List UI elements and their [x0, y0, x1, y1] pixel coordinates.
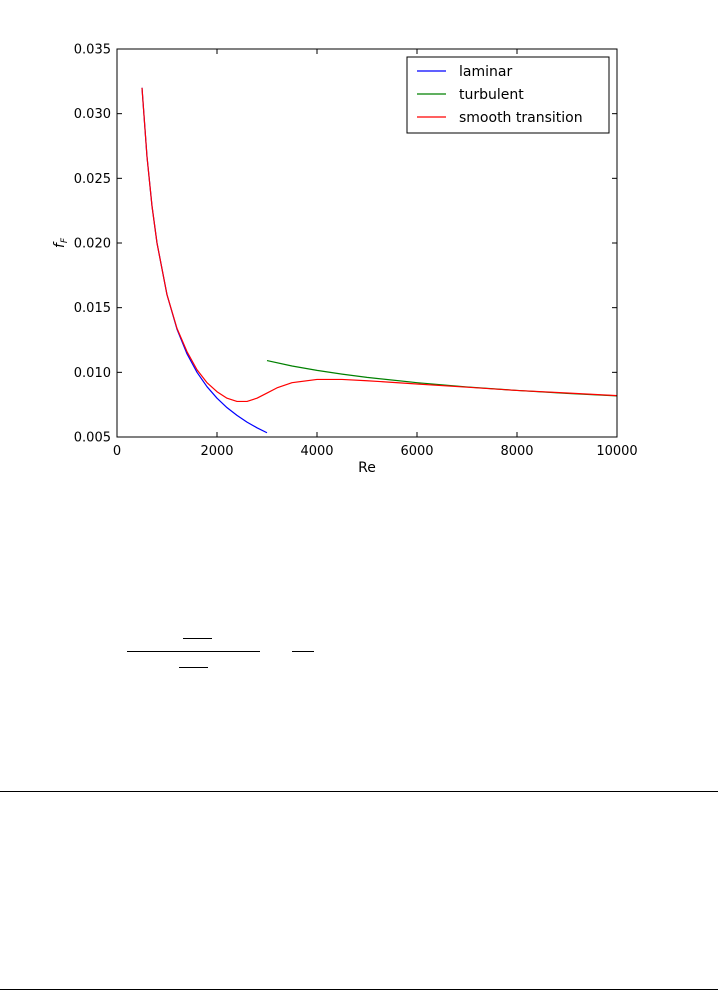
x-tick-label: 2000: [200, 444, 233, 459]
x-tick-label: 6000: [400, 444, 433, 459]
axes-layer: 0 2000 4000 6000 8000 10000 0.005 0.010 0.015 0.0…: [74, 43, 638, 460]
y-tick-label: 0.025: [74, 172, 111, 187]
legend-label: turbulent: [459, 87, 524, 103]
y-axis-label: fF: [52, 237, 70, 248]
series-line-smooth-transition: [141, 87, 618, 403]
x-tick-label: 10000: [596, 444, 637, 459]
friction-factor-chart: 0 2000 4000 6000 8000 10000 0.005 0.010 0.015 0.0…: [52, 43, 638, 477]
y-tick-label: 0.015: [74, 301, 111, 316]
fraction-bar-inner-top: [183, 638, 212, 639]
fraction-bar-inner-bottom: [179, 667, 208, 668]
series-layer: [141, 87, 618, 434]
fraction-bar-main: [127, 651, 260, 652]
legend: laminar turbulent smooth transition: [406, 56, 610, 134]
x-tick-label: 0: [113, 444, 121, 459]
legend-box: [406, 56, 610, 134]
legend-label: laminar: [459, 64, 512, 80]
x-tick-label: 8000: [500, 444, 533, 459]
x-tick-label: 4000: [300, 444, 333, 459]
legend-label: smooth transition: [459, 110, 583, 126]
fraction-bar-right: [292, 651, 314, 652]
y-tick-label: 0.010: [74, 366, 111, 381]
horizontal-rule-top: [0, 791, 718, 792]
y-tick-label: 0.035: [74, 43, 111, 58]
plot-frame: [116, 48, 618, 438]
y-tick-label: 0.005: [74, 431, 111, 446]
y-tick-label: 0.030: [74, 107, 111, 122]
legend-entries: laminar turbulent smooth transition: [417, 64, 583, 126]
y-tick-label: 0.020: [74, 237, 111, 252]
x-axis-label: Re: [358, 460, 376, 476]
